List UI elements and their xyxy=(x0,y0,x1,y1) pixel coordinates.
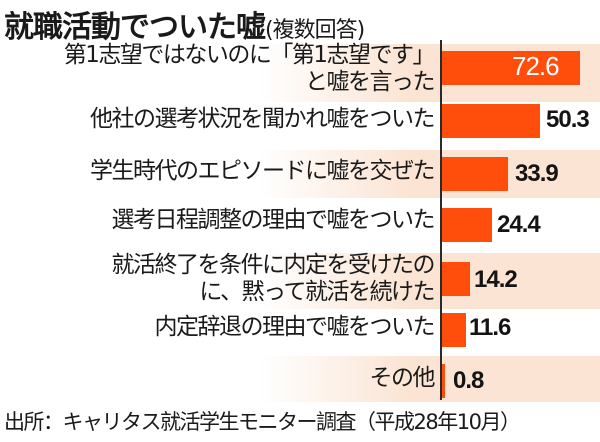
bar-1 xyxy=(442,51,580,85)
chart-title: 就職活動でついた嘘(複数回答) xyxy=(4,2,365,46)
row-band-3 xyxy=(260,150,600,198)
category-label: その他 xyxy=(369,365,436,392)
label-line: と嘘を言った xyxy=(305,69,436,95)
label-line: 他社の選考状況を聞かれ嘘をついた xyxy=(90,106,436,132)
value-label: 14.2 xyxy=(474,266,518,293)
title-main: 就職活動でついた嘘 xyxy=(4,10,266,45)
value-label: 24.4 xyxy=(497,211,541,238)
value-label: 0.8 xyxy=(453,367,484,394)
label-line: 選考日程調整の理由で嘘をついた xyxy=(111,207,436,233)
label-line: 第1志望ではないのに「第1志望です」 xyxy=(63,42,436,68)
category-label: 選考日程調整の理由で嘘をついた xyxy=(111,207,436,234)
value-label: 72.6 xyxy=(512,51,560,81)
category-label: 他社の選考状況を聞かれ嘘をついた xyxy=(90,106,436,133)
bar-6 xyxy=(442,313,466,347)
value-label: 33.9 xyxy=(515,160,559,187)
label-line: 内定辞退の理由で嘘をついた xyxy=(154,314,436,340)
bar-2 xyxy=(442,104,540,138)
row-band-7 xyxy=(260,356,600,402)
category-label: 内定辞退の理由で嘘をついた xyxy=(154,314,436,341)
label-line: その他 xyxy=(369,365,436,391)
category-label: 学生時代のエピソードに嘘を交ぜた xyxy=(90,158,436,185)
label-line: に、黙って就活を続けた xyxy=(199,279,435,305)
row-band-5 xyxy=(260,253,600,309)
source-note: 出所：キャリタス就活学生モニター調査（平成28年10月） xyxy=(4,410,521,434)
value-label: 50.3 xyxy=(546,106,590,133)
label-line: 学生時代のエピソードに嘘を交ぜた xyxy=(90,158,436,184)
label-line: 就活終了を条件に内定を受けたの xyxy=(111,252,436,278)
bar-4 xyxy=(442,208,492,242)
category-label: 就活終了を条件に内定を受けたの に、黙って就活を続けた xyxy=(111,252,436,306)
title-sub: (複数回答) xyxy=(265,18,365,43)
bar-3 xyxy=(442,157,508,191)
category-label: 第1志望ではないのに「第1志望です」 と嘘を言った xyxy=(63,42,436,96)
bar-7 xyxy=(442,364,445,398)
value-label: 11.6 xyxy=(469,314,511,341)
y-axis-line xyxy=(440,40,442,400)
bar-5 xyxy=(442,262,470,296)
